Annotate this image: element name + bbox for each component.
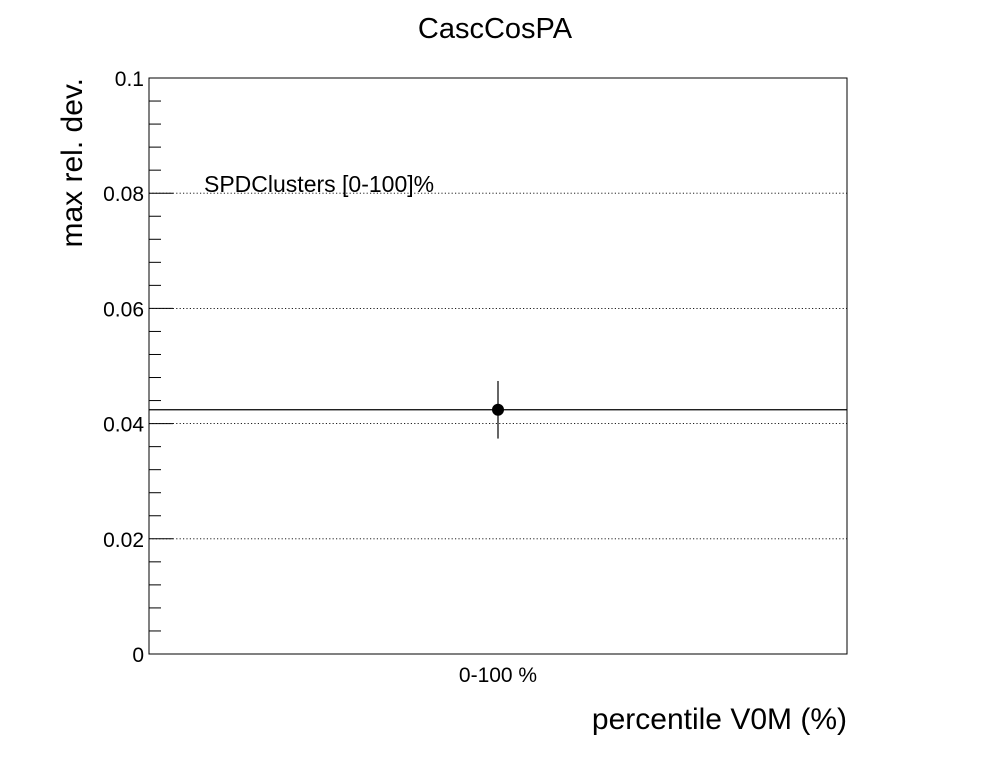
- grid-layer: [149, 77, 847, 655]
- y-tick-label: 0.1: [115, 68, 144, 91]
- ticks-layer: [149, 77, 173, 655]
- plot-frame: [148, 77, 848, 655]
- x-axis-label: percentile V0M (%): [592, 703, 847, 736]
- data-point: [492, 403, 504, 416]
- y-tick-label: 0: [132, 644, 144, 667]
- y-tick-label: 0.08: [103, 183, 144, 206]
- y-tick-label: 0.06: [103, 298, 144, 321]
- x-tick-label: 0-100 %: [459, 664, 537, 687]
- annotation-label: SPDClusters [0-100]%: [204, 171, 434, 197]
- labels-layer: 0 0.02 0.04 0.06 0.08 0.1 0-100 %: [103, 68, 537, 687]
- y-axis-label: max rel. dev.: [56, 78, 89, 248]
- y-tick-label: 0.02: [103, 529, 144, 552]
- marks-layer: [149, 380, 847, 439]
- chart-title: CascCosPA: [418, 13, 573, 45]
- y-tick-label: 0.04: [103, 414, 144, 437]
